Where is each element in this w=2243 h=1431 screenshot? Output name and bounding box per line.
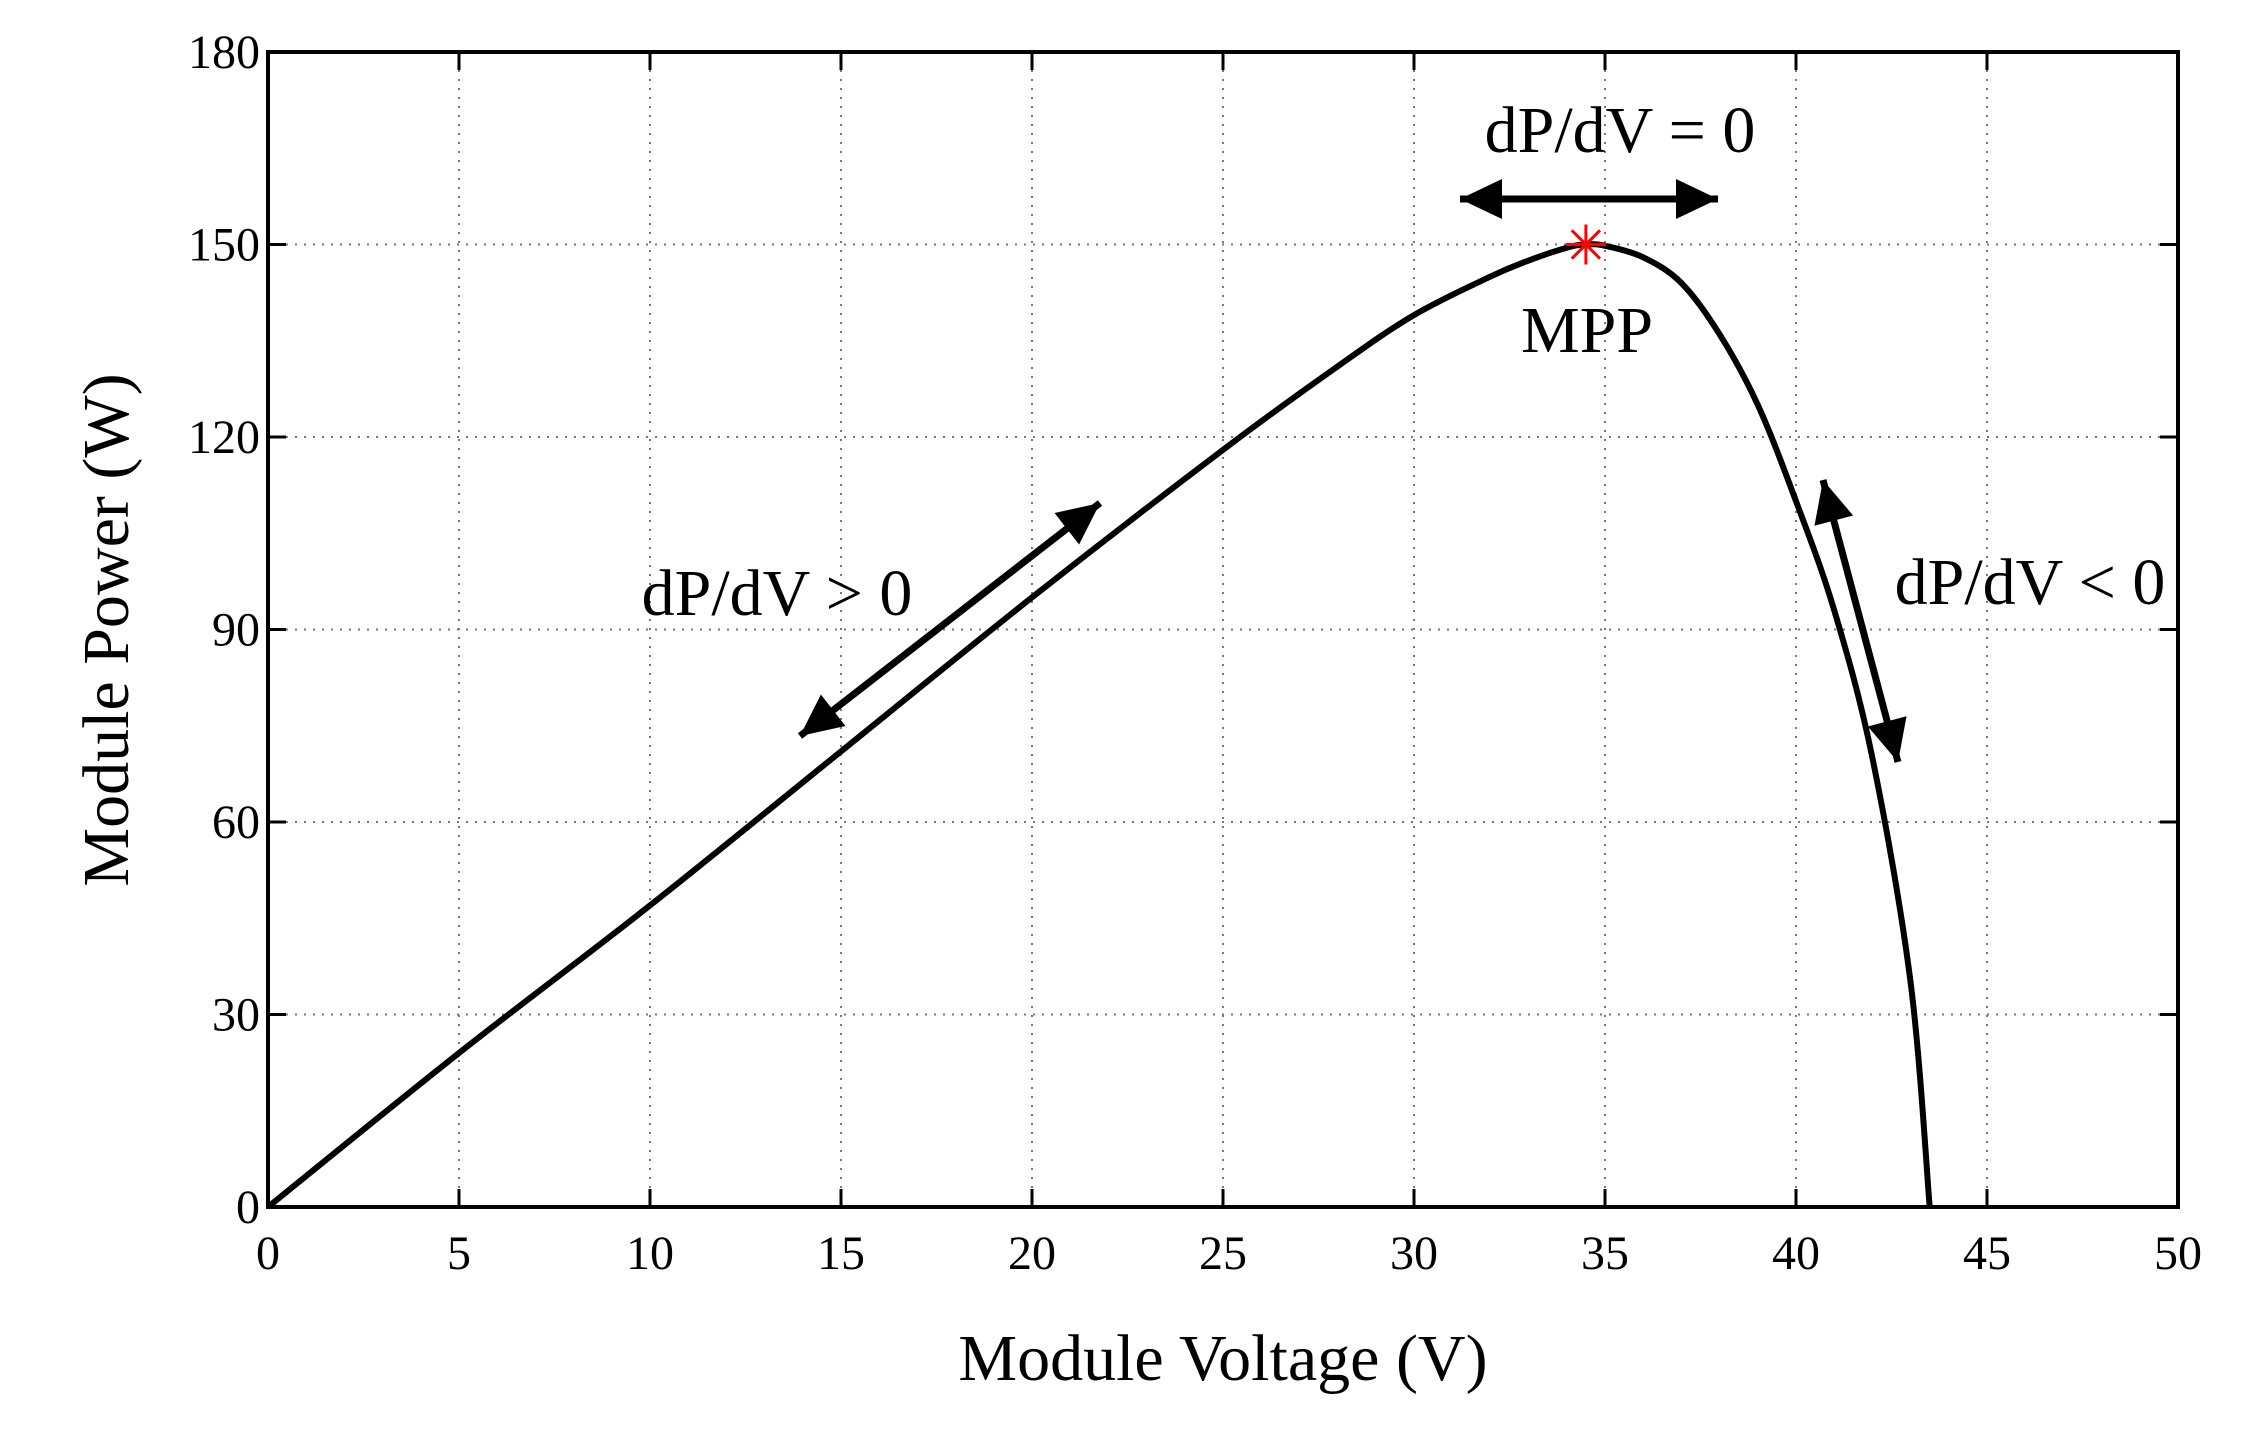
slope-arrows (797, 179, 1907, 763)
annotation-positive-slope: dP/dV > 0 (642, 557, 913, 630)
annotation-zero-slope: dP/dV = 0 (1485, 94, 1756, 167)
y-tick-label: 0 (236, 1181, 260, 1234)
mpp-asterisk-stroke (1570, 229, 1602, 260)
x-tick-label: 5 (447, 1227, 471, 1280)
y-tick-label: 180 (188, 26, 260, 79)
x-axis-label: Module Voltage (V) (958, 1322, 1487, 1395)
zero-slope-arrow-head (1676, 179, 1718, 219)
y-tick-label: 120 (188, 411, 260, 464)
x-tick-label: 45 (1963, 1227, 2011, 1280)
grid (266, 50, 2180, 1209)
negative-slope-arrow-head (1867, 716, 1907, 762)
x-tick-label: 15 (817, 1227, 865, 1280)
mpp-marker (1565, 224, 1606, 265)
x-tick-label: 30 (1390, 1227, 1438, 1280)
x-tick-label: 35 (1581, 1227, 1629, 1280)
plot-frame (266, 50, 2180, 1209)
negative-slope-arrow-head (1814, 480, 1854, 526)
annotation-mpp: MPP (1521, 294, 1653, 367)
y-tick-label: 60 (212, 796, 260, 849)
x-tick-label: 0 (256, 1227, 280, 1280)
y-axis-label: Module Power (W) (70, 373, 143, 886)
y-tick-label: 30 (212, 989, 260, 1042)
annotation-negative-slope: dP/dV < 0 (1895, 546, 2166, 619)
y-tick-label: 90 (212, 604, 260, 657)
x-tick-label: 10 (626, 1227, 674, 1280)
y-tick-label: 150 (188, 219, 260, 272)
x-tick-label: 20 (1008, 1227, 1056, 1280)
zero-slope-arrow-head (1460, 179, 1502, 219)
positive-slope-arrow-head (800, 694, 846, 736)
positive-slope-arrow-head (1054, 503, 1100, 545)
positive-slope-arrow (797, 500, 1103, 739)
x-tick-label: 25 (1199, 1227, 1247, 1280)
tick-labels: 0 5 10 15 20 25 30 35 40 45 50 0 30 60 90 120 150 180 (188, 26, 2202, 1280)
power-curve (266, 241, 1933, 1210)
negative-slope-arrow (1819, 479, 1902, 763)
x-tick-label: 50 (2154, 1227, 2202, 1280)
x-tick-label: 40 (1772, 1227, 1820, 1280)
